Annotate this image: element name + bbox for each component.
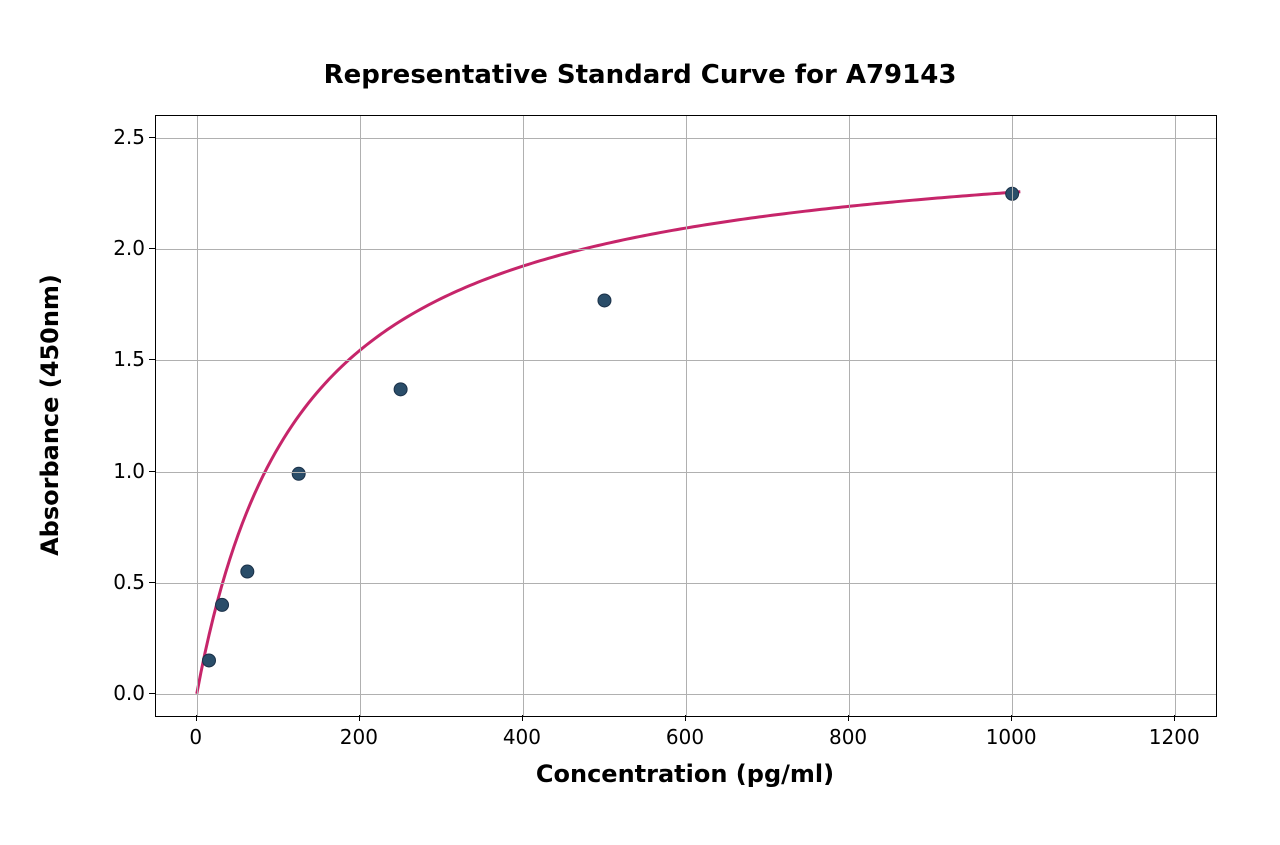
grid-line [156, 472, 1216, 473]
y-tick-label: 0.0 [100, 681, 145, 705]
y-tick-label: 2.5 [100, 125, 145, 149]
grid-line [849, 116, 850, 716]
grid-line [156, 360, 1216, 361]
grid-line [156, 694, 1216, 695]
x-tick-label: 0 [189, 725, 202, 749]
x-tick-label: 400 [503, 725, 541, 749]
y-tick-label: 1.0 [100, 459, 145, 483]
grid-line [197, 116, 198, 716]
tick-mark [149, 471, 155, 472]
x-axis-label: Concentration (pg/ml) [155, 760, 1215, 788]
tick-mark [1011, 715, 1012, 721]
x-tick-label: 1200 [1149, 725, 1200, 749]
x-tick-label: 600 [666, 725, 704, 749]
tick-mark [149, 359, 155, 360]
data-point [292, 467, 305, 480]
grid-line [360, 116, 361, 716]
data-point [241, 565, 254, 578]
data-point [394, 383, 407, 396]
tick-mark [848, 715, 849, 721]
plot-area [155, 115, 1217, 717]
data-point [203, 654, 216, 667]
tick-mark [149, 693, 155, 694]
grid-line [686, 116, 687, 716]
x-tick-label: 800 [829, 725, 867, 749]
grid-line [1175, 116, 1176, 716]
y-tick-label: 0.5 [100, 570, 145, 594]
tick-mark [196, 715, 197, 721]
tick-mark [149, 137, 155, 138]
tick-mark [1174, 715, 1175, 721]
y-tick-label: 2.0 [100, 236, 145, 260]
tick-mark [149, 248, 155, 249]
data-point [598, 294, 611, 307]
x-tick-label: 1000 [986, 725, 1037, 749]
figure: Representative Standard Curve for A79143… [0, 0, 1280, 845]
fitted-curve [197, 192, 1021, 694]
tick-mark [359, 715, 360, 721]
grid-line [156, 249, 1216, 250]
tick-mark [149, 582, 155, 583]
grid-line [1012, 116, 1013, 716]
grid-line [156, 583, 1216, 584]
y-tick-label: 1.5 [100, 347, 145, 371]
data-point [216, 598, 229, 611]
grid-line [156, 138, 1216, 139]
y-axis-label: Absorbance (450nm) [36, 215, 64, 615]
x-tick-label: 200 [340, 725, 378, 749]
tick-mark [685, 715, 686, 721]
tick-mark [522, 715, 523, 721]
grid-line [523, 116, 524, 716]
chart-title: Representative Standard Curve for A79143 [0, 60, 1280, 90]
